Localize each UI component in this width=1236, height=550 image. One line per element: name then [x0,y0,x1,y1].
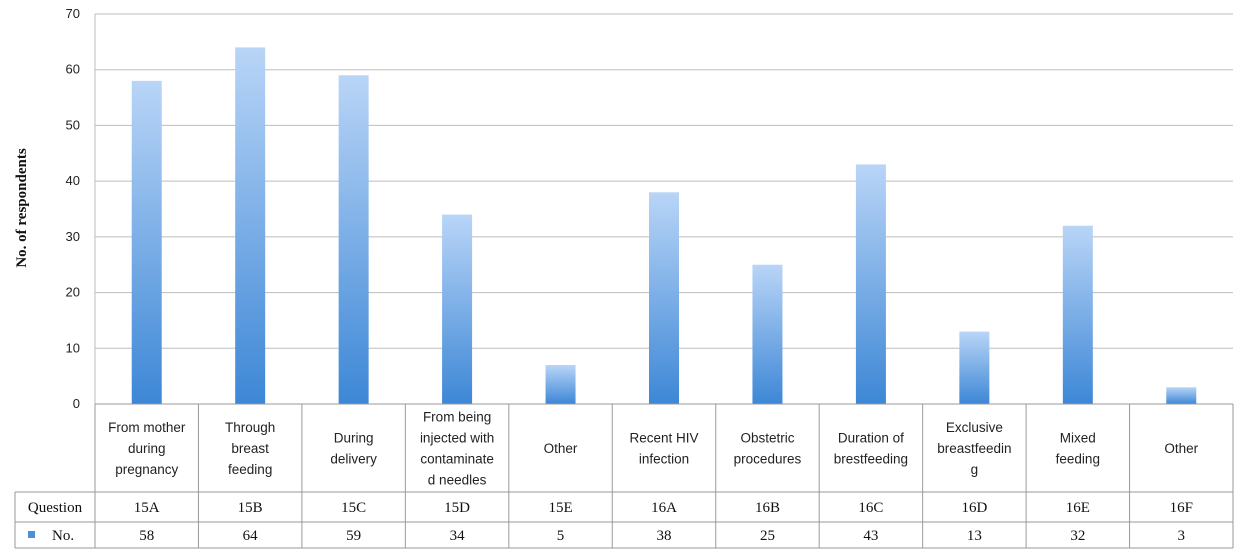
y-tick-label: 70 [66,6,80,21]
bar [855,164,886,404]
table-cell-question: 16B [755,500,780,516]
category-label: Recent HIV infection [629,431,698,467]
table-cell-question: 16E [1066,500,1090,516]
table-cell-count: 3 [1178,528,1186,544]
table-cell-question: 15A [134,500,160,516]
table-cell-count: 5 [557,528,565,544]
bar [338,75,369,405]
y-tick-label: 50 [66,117,80,132]
category-label: Mixed feeding [1056,431,1100,467]
table-cell-question: 15B [238,500,263,516]
y-tick-label: 30 [66,229,80,244]
table-cell-question: 15E [548,500,572,516]
bar [959,331,990,404]
bar [235,47,266,405]
category-label: Obstetric procedures [734,431,802,467]
legend-swatch [28,531,35,538]
y-tick-label: 20 [66,285,80,300]
y-tick-label: 10 [66,340,80,355]
table-cell-question: 16D [961,500,987,516]
table-cell-count: 34 [450,528,466,544]
y-tick-label: 0 [73,396,80,411]
table-cell-question: 15D [444,500,470,516]
table-cell-question: 16A [651,500,677,516]
bar [442,214,473,404]
table-cell-count: 32 [1070,528,1085,544]
table-cell-count: 13 [967,528,982,544]
table-cell-count: 59 [346,528,361,544]
y-axis-label: No. of respondents [14,148,30,267]
table-cell-count: 25 [760,528,775,544]
bar [545,365,576,404]
category-label: Duration of brestfeeding [834,431,908,467]
category-label: From being injected with contaminate d need… [420,410,494,488]
table-cell-question: 15C [341,500,366,516]
table-cell-question: 16F [1170,500,1193,516]
bars [131,47,1197,405]
bar [649,192,679,404]
y-tick-labels: 0 10 20 30 40 50 60 70 [66,6,80,411]
table-row-header-no: No. [52,528,74,544]
bar [752,264,783,404]
bar [1166,387,1197,404]
bar [131,80,162,404]
category-label: Exclusive breastfeedin g [937,420,1011,477]
category-label: Through breast feeding [225,420,275,477]
y-tick-label: 40 [66,173,80,188]
table-row-header-question: Question [28,500,83,516]
category-label: Other [1164,441,1198,456]
category-label: From mother during pregnancy [108,420,186,477]
table-cell-count: 43 [863,528,878,544]
data-table: Question No. 15A 15B 15C 15D 15E 16A 16B 16C 16D 16… [14,491,1233,549]
table-cell-count: 64 [243,528,259,544]
y-tick-label: 60 [66,62,80,77]
table-cell-question: 16C [858,500,883,516]
category-label: Other [544,441,578,456]
category-label: During delivery [330,431,377,467]
table-cell-count: 38 [657,528,672,544]
table-cell-count: 58 [139,528,154,544]
bar [1062,225,1093,404]
category-labels: From mother during pregnancy Through breast f… [94,403,1234,548]
